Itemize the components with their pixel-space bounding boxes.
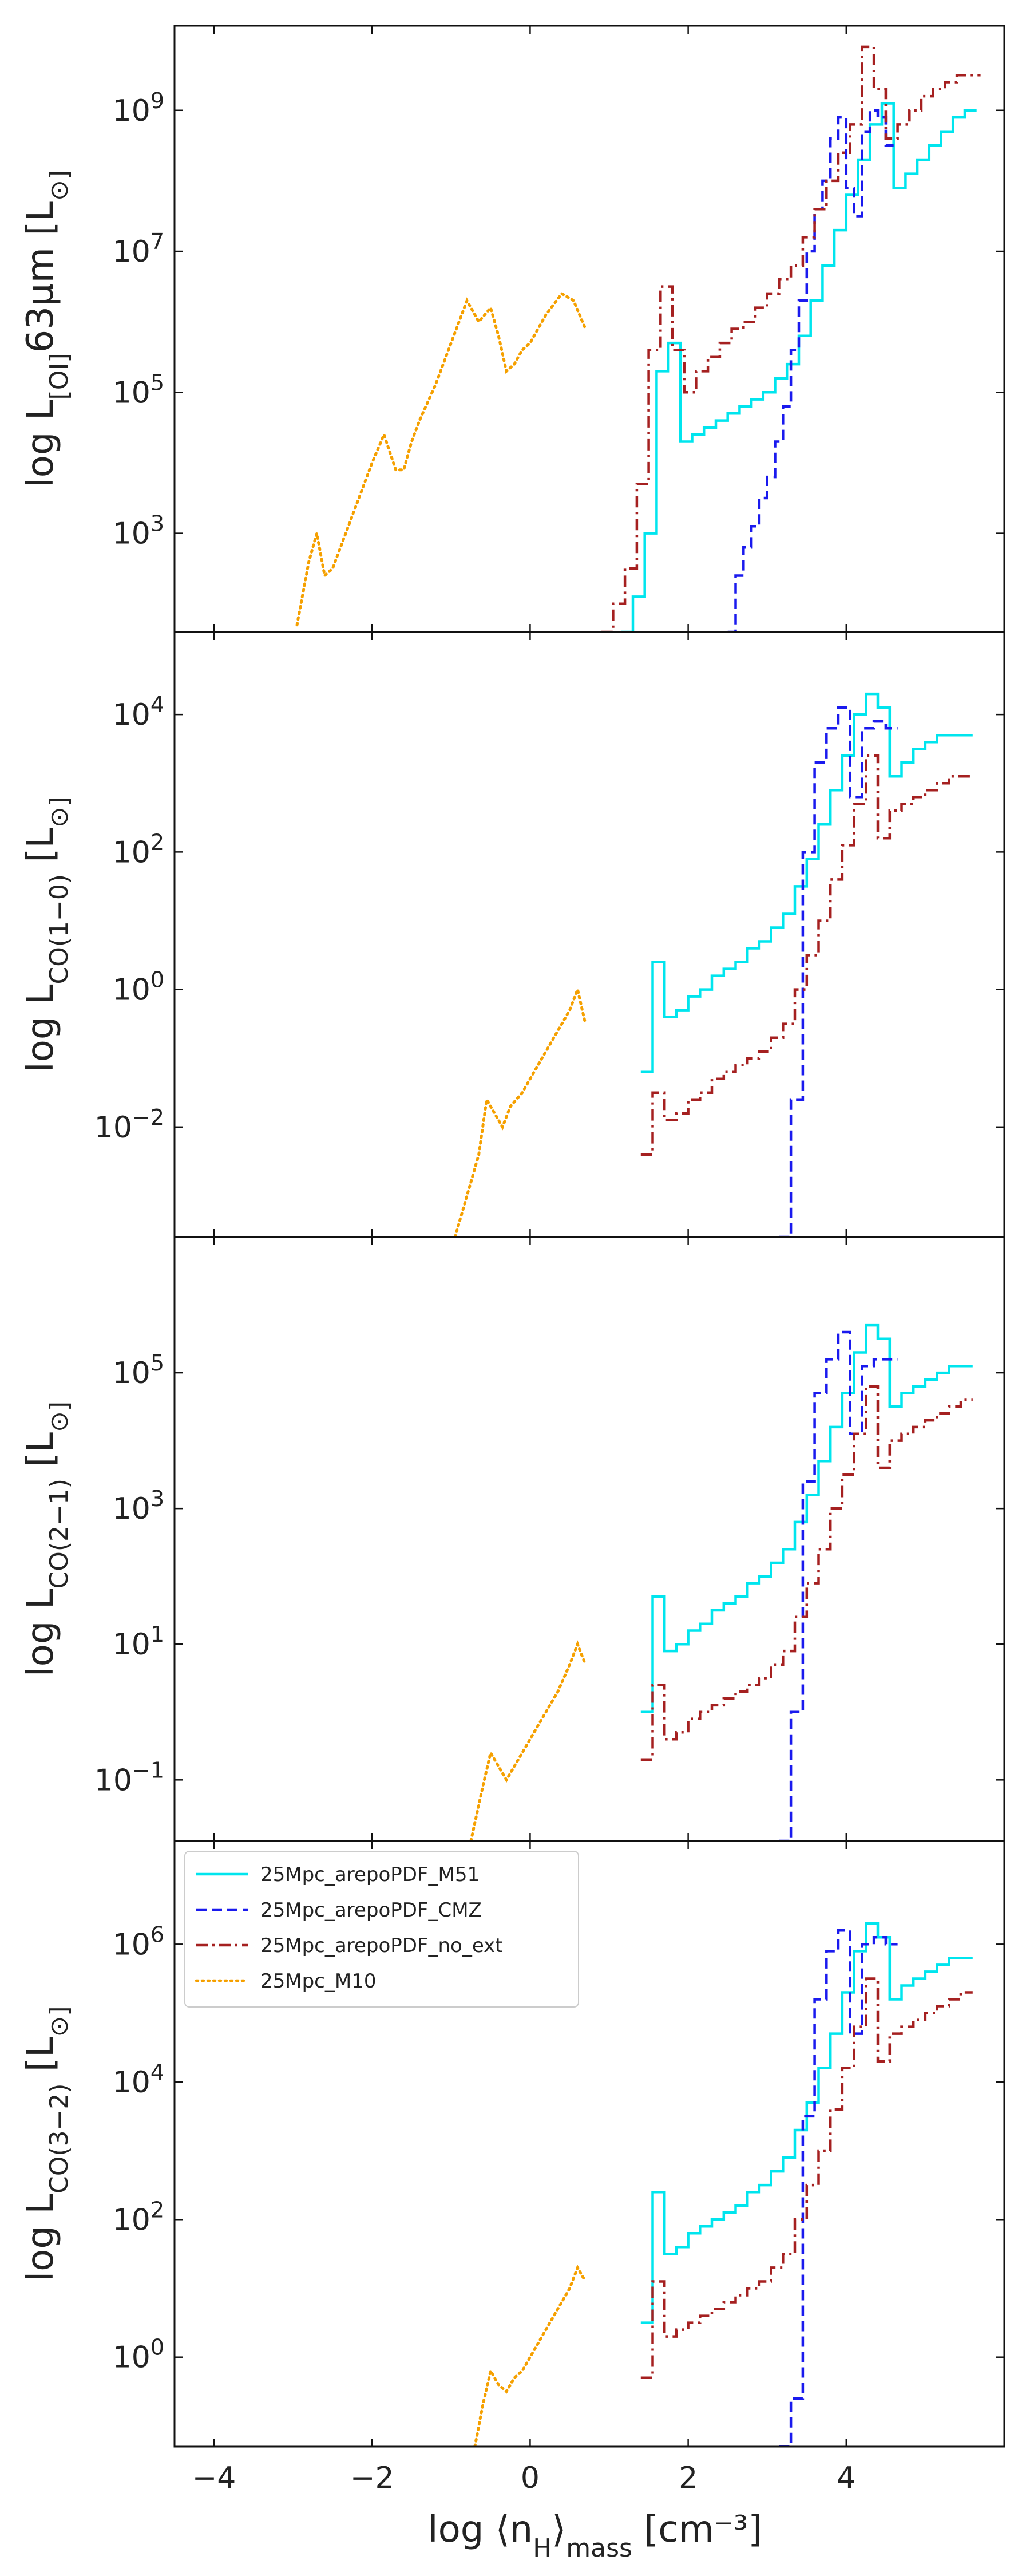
- x-tick-label: 4: [837, 2461, 855, 2495]
- y-tick-label: 104: [113, 692, 164, 732]
- series-line-25Mpc_arepoPDF_no_ext: [601, 45, 981, 632]
- legend-label: 25Mpc_M10: [260, 1970, 376, 1993]
- y-tick-label: 103: [113, 511, 164, 551]
- series-line-25Mpc_arepoPDF_CMZ: [779, 1330, 898, 1841]
- series-group: [453, 692, 973, 1237]
- plot-frame: [173, 1236, 1005, 1842]
- series-line-25Mpc_arepoPDF_no_ext: [640, 1385, 973, 1761]
- plot-frame: [173, 1840, 1005, 2448]
- y-tick-label: 104: [113, 2060, 164, 2100]
- series-group: [469, 1323, 973, 1841]
- y-tick-label: 101: [113, 1622, 164, 1662]
- x-tick-label: −4: [192, 2461, 236, 2495]
- series-line-25Mpc_arepoPDF_M51: [640, 1922, 973, 2324]
- x-tick-label: 2: [679, 2461, 698, 2495]
- x-tick-label: −2: [350, 2461, 394, 2495]
- plot-frame: [173, 25, 1005, 633]
- series-group: [473, 1922, 973, 2447]
- y-tick-label: 10−1: [94, 1757, 164, 1797]
- legend-label: 25Mpc_arepoPDF_no_ext: [260, 1934, 503, 1957]
- panels: 103 105 107 109 log L[OI]63μm [L⊙] 10−2 100 102…: [19, 25, 1005, 2495]
- series-line-25Mpc_arepoPDF_no_ext: [640, 754, 973, 1156]
- series-group: [295, 45, 981, 632]
- y-tick-label: 109: [113, 88, 164, 128]
- series-line-25Mpc_M10: [473, 2264, 587, 2447]
- x-tick-label: 0: [521, 2461, 540, 2495]
- series-line-25Mpc_arepoPDF_CMZ: [779, 706, 898, 1237]
- panel-CO32: −4 −2 0 2 4 100 102 104 106 log LCO(3−2) [L⊙] 25Mp…: [19, 1840, 1005, 2495]
- x-axis-label: log ⟨nH⟩mass [cm⁻³]: [428, 2508, 762, 2563]
- y-tick-label: 102: [113, 2197, 164, 2237]
- series-line-25Mpc_arepoPDF_M51: [621, 102, 977, 632]
- plot-frame: [173, 631, 1005, 1238]
- series-line-25Mpc_arepoPDF_CMZ: [727, 109, 894, 632]
- y-tick-label: 105: [113, 370, 164, 410]
- y-tick-label: 102: [113, 829, 164, 870]
- legend-label: 25Mpc_arepoPDF_M51: [260, 1863, 480, 1886]
- series-line-25Mpc_arepoPDF_M51: [640, 692, 973, 1073]
- legend: 25Mpc_arepoPDF_M51 25Mpc_arepoPDF_CMZ 25Mp…: [184, 1851, 579, 2008]
- y-axis-label: log L[OI]63μm [L⊙]: [19, 170, 74, 488]
- series-line-25Mpc_arepoPDF_CMZ: [779, 1929, 898, 2447]
- panel-OI63: 103 105 107 109 log L[OI]63μm [L⊙]: [19, 25, 1005, 633]
- y-tick-label: 10−2: [94, 1105, 164, 1145]
- series-line-25Mpc_arepoPDF_no_ext: [640, 1977, 973, 2380]
- series-line-25Mpc_arepoPDF_M51: [640, 1323, 973, 1714]
- panel-CO21: 10−1 101 103 105 log LCO(2−1) [L⊙]: [19, 1236, 1005, 1842]
- series-line-25Mpc_M10: [453, 985, 587, 1237]
- legend-label: 25Mpc_arepoPDF_CMZ: [260, 1899, 482, 1922]
- y-axis-label: log LCO(1−0) [L⊙]: [19, 797, 74, 1072]
- y-tick-label: 100: [113, 967, 164, 1008]
- series-line-25Mpc_M10: [295, 291, 587, 627]
- y-tick-label: 105: [113, 1350, 164, 1390]
- y-tick-label: 106: [113, 1922, 164, 1962]
- panel-CO10: 10−2 100 102 104 log LCO(1−0) [L⊙]: [19, 631, 1005, 1238]
- y-tick-label: 103: [113, 1486, 164, 1526]
- y-axis-label: log LCO(2−1) [L⊙]: [19, 1401, 74, 1677]
- series-line-25Mpc_M10: [469, 1640, 587, 1841]
- y-tick-label: 100: [113, 2335, 164, 2375]
- y-axis-label: log LCO(3−2) [L⊙]: [19, 2006, 74, 2281]
- y-tick-label: 107: [113, 229, 164, 269]
